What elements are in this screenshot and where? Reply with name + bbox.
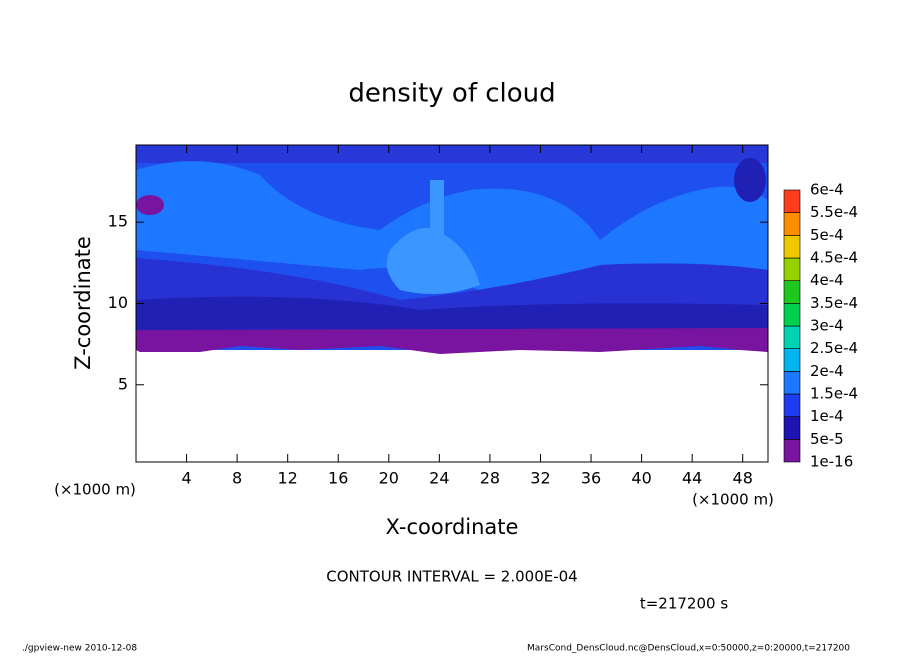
x-tick-label: 24 (429, 469, 449, 488)
x-tick-label: 12 (278, 469, 298, 488)
y-tick-label: 15 (108, 212, 128, 231)
colorbar-label: 1e-4 (810, 407, 844, 425)
x-unit: (×1000 m) (54, 481, 136, 499)
x-tick-label: 20 (379, 469, 399, 488)
chart-title: density of cloud (348, 79, 555, 109)
colorbar-box (783, 189, 801, 213)
x-tick-label: 36 (581, 469, 601, 488)
y-axis-label: Z-coordinate (71, 236, 95, 370)
colorbar-label: 4e-4 (810, 271, 844, 289)
x-tick-label: 48 (733, 469, 753, 488)
colorbar-box (783, 371, 801, 395)
y-unit: (×1000 m) (692, 491, 774, 509)
colorbar-label: 1e-16 (810, 453, 853, 471)
colorbar-box (783, 280, 801, 304)
x-tick-label: 32 (530, 469, 550, 488)
colorbar-label: 2e-4 (810, 362, 844, 380)
colorbar-label: 6e-4 (810, 181, 844, 199)
colorbar-box (783, 303, 801, 327)
colorbar-label: 3e-4 (810, 317, 844, 335)
colorbar-label: 5e-5 (810, 430, 844, 448)
colorbar-box (783, 348, 801, 372)
x-tick-label: 16 (328, 469, 348, 488)
x-tick-label: 44 (682, 469, 702, 488)
colorbar-label: 1.5e-4 (810, 385, 858, 403)
colorbar-label: 5.5e-4 (810, 203, 858, 221)
colorbar-label: 3.5e-4 (810, 294, 858, 312)
x-tick-label: 28 (480, 469, 500, 488)
colorbar-box (783, 325, 801, 349)
x-tick-label: 4 (181, 469, 191, 488)
y-tick-label: 5 (118, 374, 128, 393)
colorbar-label: 4.5e-4 (810, 249, 858, 267)
colorbar-box (783, 439, 801, 463)
colorbar-box (783, 212, 801, 236)
x-tick-label: 40 (631, 469, 651, 488)
footer-left: ./gpview-new 2010-12-08 (22, 644, 137, 654)
x-tick-label: 8 (232, 469, 242, 488)
contour-interval: CONTOUR INTERVAL = 2.000E-04 (326, 568, 577, 586)
colorbar-box (783, 416, 801, 440)
field (136, 145, 768, 354)
time-label: t=217200 s (640, 595, 728, 613)
colorbar-label: 5e-4 (810, 226, 844, 244)
x-axis-label: X-coordinate (386, 515, 519, 539)
colorbar-label: 2.5e-4 (810, 339, 858, 357)
y-tick-label: 10 (108, 293, 128, 312)
footer-right: MarsCond_DensCloud.nc@DensCloud,x=0:5000… (527, 644, 850, 654)
colorbar-box (783, 393, 801, 417)
colorbar-box (783, 235, 801, 259)
colorbar-box (783, 257, 801, 281)
